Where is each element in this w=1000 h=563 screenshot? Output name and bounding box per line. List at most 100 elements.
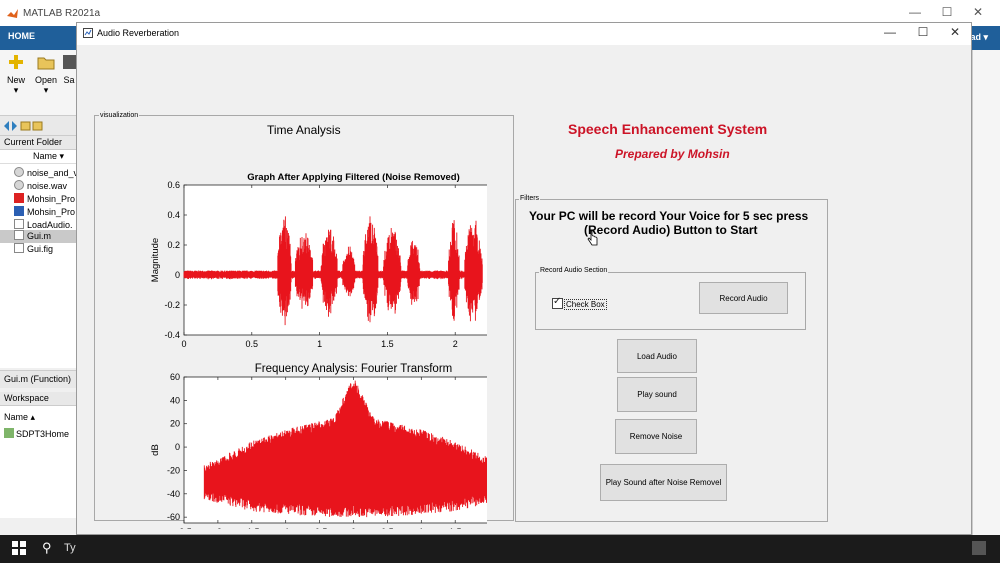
user-menu[interactable]: nad ▾ [965, 32, 989, 42]
file-row[interactable]: noise.wav [14, 180, 67, 192]
time-domain-plot: Graph After Applying Filtered (Noise Rem… [150, 172, 487, 347]
audio-file-icon [14, 167, 24, 177]
mouse-cursor-icon [587, 230, 598, 246]
matlab-close-button[interactable]: ✕ [972, 5, 984, 19]
check-box-label[interactable]: Check Box [564, 299, 607, 310]
file-row[interactable]: Mohsin_Pro [14, 193, 75, 205]
y-tick-label: 60 [170, 372, 180, 382]
chart-title: Graph After Applying Filtered (Noise Rem… [247, 172, 460, 183]
instructions-line-2: (Record Audio) Button to Start [584, 223, 758, 237]
play-sound-button[interactable]: Play sound [617, 377, 697, 412]
remove-noise-button[interactable]: Remove Noise [615, 419, 697, 454]
y-axis-label: Magnitude [150, 238, 161, 282]
matlab-minimize-button[interactable]: — [909, 5, 921, 19]
load-audio-button[interactable]: Load Audio [617, 339, 697, 373]
matlab-maximize-button[interactable]: ☐ [941, 5, 953, 19]
figure-icon [83, 28, 93, 38]
save-button[interactable]: Sa [62, 54, 76, 85]
chevron-down-icon: ▾ [43, 85, 49, 95]
script-file-icon [14, 219, 24, 229]
y-axis-label: dB [150, 444, 161, 456]
record-audio-button[interactable]: Record Audio [699, 282, 788, 314]
y-tick-label: 0.2 [167, 240, 180, 250]
x-tick-label: 0 [181, 339, 186, 347]
pdf-file-icon [14, 193, 24, 203]
tab-home[interactable]: HOME [8, 31, 35, 41]
signal-series [183, 216, 483, 326]
file-row[interactable]: LoadAudio. [14, 219, 73, 231]
filters-panel [515, 199, 828, 522]
audio-file-icon [14, 180, 24, 190]
x-tick-label: 0.5 [381, 527, 394, 529]
check-mark-icon: ✓ [553, 296, 562, 307]
figure-title-bar [77, 23, 971, 45]
current-folder-label: Current Folder [4, 137, 63, 147]
x-tick-label: -1.5 [244, 527, 260, 529]
workspace-name-header[interactable]: Name ▴ [4, 412, 36, 422]
author-label: Prepared by Mohsin [615, 147, 730, 161]
folder-icon [37, 57, 55, 70]
matlab-window-title: MATLAB R2021a [23, 8, 101, 19]
minimize-button[interactable]: — [884, 25, 896, 39]
current-folder-list [0, 150, 76, 368]
navigation-icon[interactable] [3, 120, 43, 132]
taskbar-app-icon[interactable] [972, 541, 986, 555]
save-icon [63, 55, 76, 69]
file-details-bar[interactable]: Gui.m (Function) [0, 370, 76, 388]
y-tick-label: -60 [167, 512, 180, 522]
check-box[interactable] [552, 298, 563, 309]
file-name: Gui.fig [27, 244, 54, 254]
x-tick-label: 1.5 [381, 339, 394, 347]
file-row[interactable]: noise_and_v [14, 167, 78, 179]
name-column-label: Name ▾ [33, 151, 65, 161]
spectrum-series [203, 380, 487, 518]
open-button[interactable]: Open ▾ [32, 54, 60, 96]
chart-title: Frequency Analysis: Fourier Transform [255, 363, 453, 375]
file-details-text: Gui.m (Function) [4, 374, 72, 384]
y-tick-label: 20 [170, 419, 180, 429]
y-tick-label: 0 [175, 442, 180, 452]
open-label: Open [34, 75, 58, 85]
save-label: Sa [63, 75, 75, 85]
play-after-noise-removal-button[interactable]: Play Sound after Noise Removel [600, 464, 727, 501]
workspace-label: Workspace [4, 393, 49, 403]
file-row[interactable]: Mohsin_Pro [14, 206, 75, 218]
taskbar-search-input[interactable]: Ty [64, 542, 76, 554]
matlab-logo-icon [7, 9, 18, 18]
new-label: New [6, 75, 25, 85]
y-tick-label: -0.4 [164, 330, 180, 340]
file-name: noise_and_v [27, 168, 79, 178]
app-title: Speech Enhancement System [568, 121, 768, 137]
y-tick-label: -20 [167, 465, 180, 475]
new-button[interactable]: New ▾ [2, 54, 30, 96]
maximize-button[interactable]: ☐ [917, 25, 929, 39]
x-tick-label: -0.5 [312, 527, 328, 529]
y-tick-label: 0.6 [167, 180, 180, 190]
workspace-item-name: SDPT3Home [16, 429, 70, 439]
x-tick-label: 1 [317, 339, 322, 347]
current-folder-header: Current Folder [0, 136, 76, 150]
windows-taskbar [0, 535, 1000, 563]
x-tick-label: 0.5 [246, 339, 259, 347]
figure-title: Audio Reverberation [97, 28, 180, 38]
file-name: Gui.m [27, 231, 52, 241]
file-row-selected[interactable]: Gui.m [0, 230, 76, 243]
x-tick-label: 1.5 [449, 527, 462, 529]
record-audio-section [535, 272, 806, 330]
workspace-item[interactable]: SDPT3Home [4, 428, 69, 439]
windows-start-icon[interactable] [12, 541, 26, 555]
file-row[interactable]: Gui.fig [14, 243, 53, 255]
workspace-list [0, 406, 76, 518]
instructions-line-1: Your PC will be record Your Voice for 5 … [529, 209, 809, 223]
x-tick-label: -1 [282, 527, 290, 529]
new-icon [9, 55, 23, 69]
name-column-header[interactable]: Name ▾ [0, 150, 76, 164]
search-icon[interactable]: ⚲ [42, 540, 52, 555]
filters-panel-title: Filters [519, 195, 541, 202]
y-tick-label: -0.2 [164, 300, 180, 310]
time-analysis-heading: Time Analysis [267, 123, 341, 137]
close-button[interactable]: ✕ [949, 25, 961, 39]
frequency-domain-plot: Frequency Analysis: Fourier TransformdB-… [150, 363, 487, 529]
x-tick-label: 1 [419, 527, 424, 529]
figure-window: Audio Reverberation — ☐ ✕ visualization … [76, 22, 972, 535]
